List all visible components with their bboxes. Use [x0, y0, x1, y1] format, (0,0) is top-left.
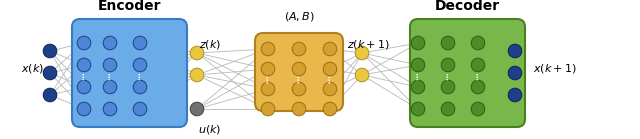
Text: $z(k)$: $z(k)$ [199, 39, 221, 52]
Circle shape [133, 58, 147, 72]
Text: $x(k+1)$: $x(k+1)$ [533, 63, 577, 75]
Text: ⋯: ⋯ [264, 75, 273, 83]
Circle shape [323, 42, 337, 56]
Circle shape [43, 88, 57, 102]
Text: $x(k)$: $x(k)$ [22, 63, 45, 75]
Text: ⋯: ⋯ [444, 72, 452, 80]
Circle shape [77, 102, 91, 116]
Circle shape [133, 36, 147, 50]
Circle shape [190, 68, 204, 82]
Text: ⋯: ⋯ [79, 72, 88, 80]
Circle shape [323, 82, 337, 96]
Circle shape [441, 36, 455, 50]
Circle shape [103, 36, 117, 50]
Circle shape [261, 102, 275, 116]
Circle shape [77, 80, 91, 94]
Text: Encoder: Encoder [98, 0, 161, 13]
Circle shape [292, 62, 306, 76]
Text: ⋯: ⋯ [413, 72, 422, 80]
Circle shape [508, 88, 522, 102]
Circle shape [471, 80, 485, 94]
Circle shape [43, 44, 57, 58]
Circle shape [471, 102, 485, 116]
Circle shape [103, 102, 117, 116]
Circle shape [355, 46, 369, 60]
Circle shape [323, 62, 337, 76]
Circle shape [103, 58, 117, 72]
Text: ⋯: ⋯ [106, 72, 115, 80]
Circle shape [133, 80, 147, 94]
Text: ⋯: ⋯ [326, 75, 335, 83]
Circle shape [77, 36, 91, 50]
Circle shape [190, 102, 204, 116]
Circle shape [412, 102, 425, 116]
Circle shape [190, 46, 204, 60]
Circle shape [292, 42, 306, 56]
Circle shape [412, 80, 425, 94]
Circle shape [441, 58, 455, 72]
Circle shape [43, 66, 57, 80]
Circle shape [261, 82, 275, 96]
Text: ⋯: ⋯ [136, 72, 145, 80]
Text: $(A, B)$: $(A, B)$ [284, 11, 314, 23]
Circle shape [77, 58, 91, 72]
Text: ⋯: ⋯ [474, 72, 483, 80]
Text: ⋯: ⋯ [294, 75, 303, 83]
Circle shape [103, 80, 117, 94]
FancyBboxPatch shape [255, 33, 343, 111]
Circle shape [355, 68, 369, 82]
Circle shape [441, 80, 455, 94]
Text: Decoder: Decoder [435, 0, 500, 13]
Circle shape [261, 62, 275, 76]
Circle shape [292, 82, 306, 96]
Circle shape [292, 102, 306, 116]
Circle shape [133, 102, 147, 116]
FancyBboxPatch shape [72, 19, 187, 127]
Circle shape [261, 42, 275, 56]
Circle shape [508, 66, 522, 80]
Circle shape [441, 102, 455, 116]
FancyBboxPatch shape [410, 19, 525, 127]
Text: $u(k)$: $u(k)$ [198, 122, 221, 136]
Circle shape [323, 102, 337, 116]
Circle shape [412, 58, 425, 72]
Circle shape [471, 58, 485, 72]
Circle shape [508, 44, 522, 58]
Text: $z(k+1)$: $z(k+1)$ [347, 39, 389, 52]
Circle shape [412, 36, 425, 50]
Circle shape [471, 36, 485, 50]
